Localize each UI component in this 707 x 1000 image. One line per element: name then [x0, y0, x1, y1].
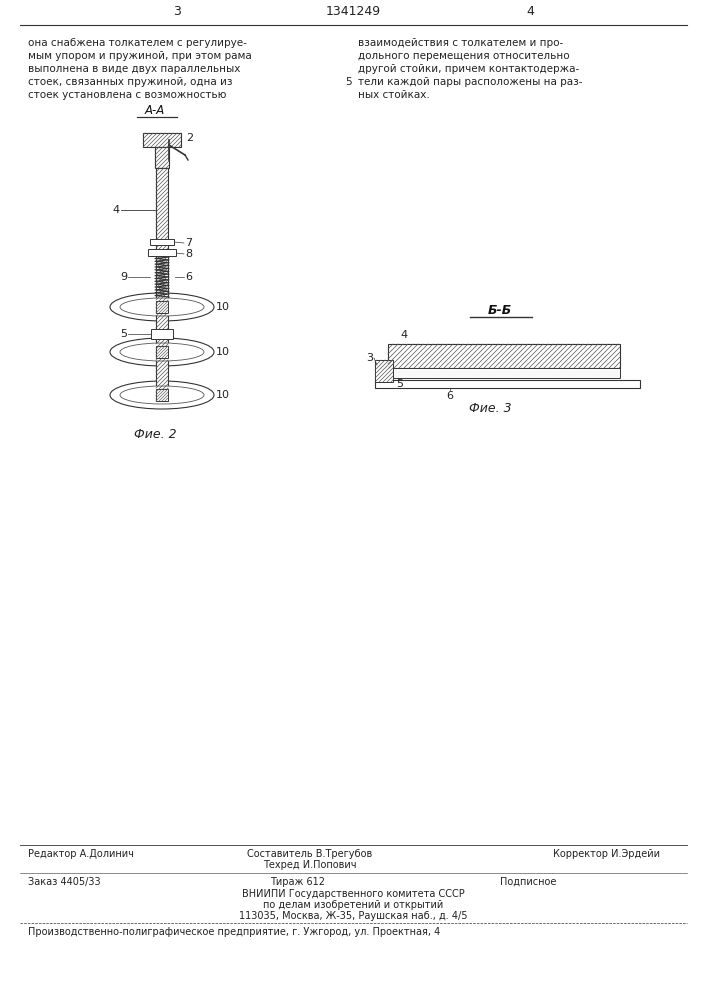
Text: 5: 5	[397, 379, 404, 389]
Ellipse shape	[120, 386, 204, 404]
Text: Тираж 612: Тираж 612	[270, 877, 325, 887]
Bar	[156, 168, 168, 400]
Text: 3: 3	[173, 5, 181, 18]
Text: стоек, связанных пружиной, одна из: стоек, связанных пружиной, одна из	[28, 77, 233, 87]
Text: 10: 10	[216, 390, 230, 400]
Text: Производственно-полиграфическое предприятие, г. Ужгород, ул. Проектная, 4: Производственно-полиграфическое предприя…	[28, 927, 440, 937]
Text: Фие. 3: Фие. 3	[469, 402, 511, 415]
Text: Корректор И.Эрдейи: Корректор И.Эрдейи	[553, 849, 660, 859]
Ellipse shape	[110, 338, 214, 366]
Text: 4: 4	[113, 205, 120, 215]
Text: 10: 10	[216, 302, 230, 312]
Text: ВНИИПИ Государственного комитета СССР: ВНИИПИ Государственного комитета СССР	[242, 889, 464, 899]
Text: взаимодействия с толкателем и про-: взаимодействия с толкателем и про-	[358, 38, 563, 48]
Bar	[151, 329, 173, 339]
Bar	[388, 368, 620, 378]
Bar	[156, 301, 168, 313]
Text: 8: 8	[185, 249, 192, 259]
Text: Составитель В.Трегубов: Составитель В.Трегубов	[247, 849, 373, 859]
Text: она снабжена толкателем с регулируе-: она снабжена толкателем с регулируе-	[28, 38, 247, 48]
Bar	[155, 147, 169, 168]
Text: 5: 5	[345, 77, 351, 87]
Text: 4: 4	[526, 5, 534, 18]
Text: Заказ 4405/33: Заказ 4405/33	[28, 877, 100, 887]
Text: А-А: А-А	[145, 104, 165, 117]
Text: мым упором и пружиной, при этом рама: мым упором и пружиной, при этом рама	[28, 51, 252, 61]
Text: выполнена в виде двух параллельных: выполнена в виде двух параллельных	[28, 64, 240, 74]
Text: 6: 6	[447, 391, 453, 401]
Text: 4: 4	[400, 330, 407, 340]
Text: 7: 7	[185, 238, 192, 248]
Ellipse shape	[110, 293, 214, 321]
Ellipse shape	[120, 343, 204, 361]
Bar	[150, 239, 174, 245]
Text: 5: 5	[120, 329, 127, 339]
Text: 113035, Москва, Ж-35, Раушская наб., д. 4/5: 113035, Москва, Ж-35, Раушская наб., д. …	[239, 911, 467, 921]
Text: стоек установлена с возможностью: стоек установлена с возможностью	[28, 90, 226, 100]
Text: 1341249: 1341249	[325, 5, 380, 18]
Text: 2: 2	[186, 133, 193, 143]
Text: 3: 3	[366, 353, 373, 363]
Bar	[375, 360, 393, 382]
Text: Подписное: Подписное	[500, 877, 556, 887]
Text: 6: 6	[185, 272, 192, 282]
Bar	[156, 389, 168, 401]
Text: Б-Б: Б-Б	[488, 304, 512, 317]
Text: дольного перемещения относительно: дольного перемещения относительно	[358, 51, 570, 61]
Text: Фие. 2: Фие. 2	[134, 428, 176, 441]
Text: тели каждой пары расположены на раз-: тели каждой пары расположены на раз-	[358, 77, 583, 87]
Text: другой стойки, причем контактодержа-: другой стойки, причем контактодержа-	[358, 64, 579, 74]
Ellipse shape	[110, 381, 214, 409]
Text: Техред И.Попович: Техред И.Попович	[263, 860, 357, 870]
Bar	[375, 380, 640, 388]
Text: Редактор А.Долинич: Редактор А.Долинич	[28, 849, 134, 859]
Bar	[148, 249, 176, 256]
Text: по делам изобретений и открытий: по делам изобретений и открытий	[263, 900, 443, 910]
Bar	[388, 344, 620, 368]
Ellipse shape	[120, 298, 204, 316]
Text: 9: 9	[120, 272, 127, 282]
Text: 10: 10	[216, 347, 230, 357]
Bar	[156, 346, 168, 358]
Text: ных стойках.: ных стойках.	[358, 90, 430, 100]
Bar	[143, 133, 181, 147]
